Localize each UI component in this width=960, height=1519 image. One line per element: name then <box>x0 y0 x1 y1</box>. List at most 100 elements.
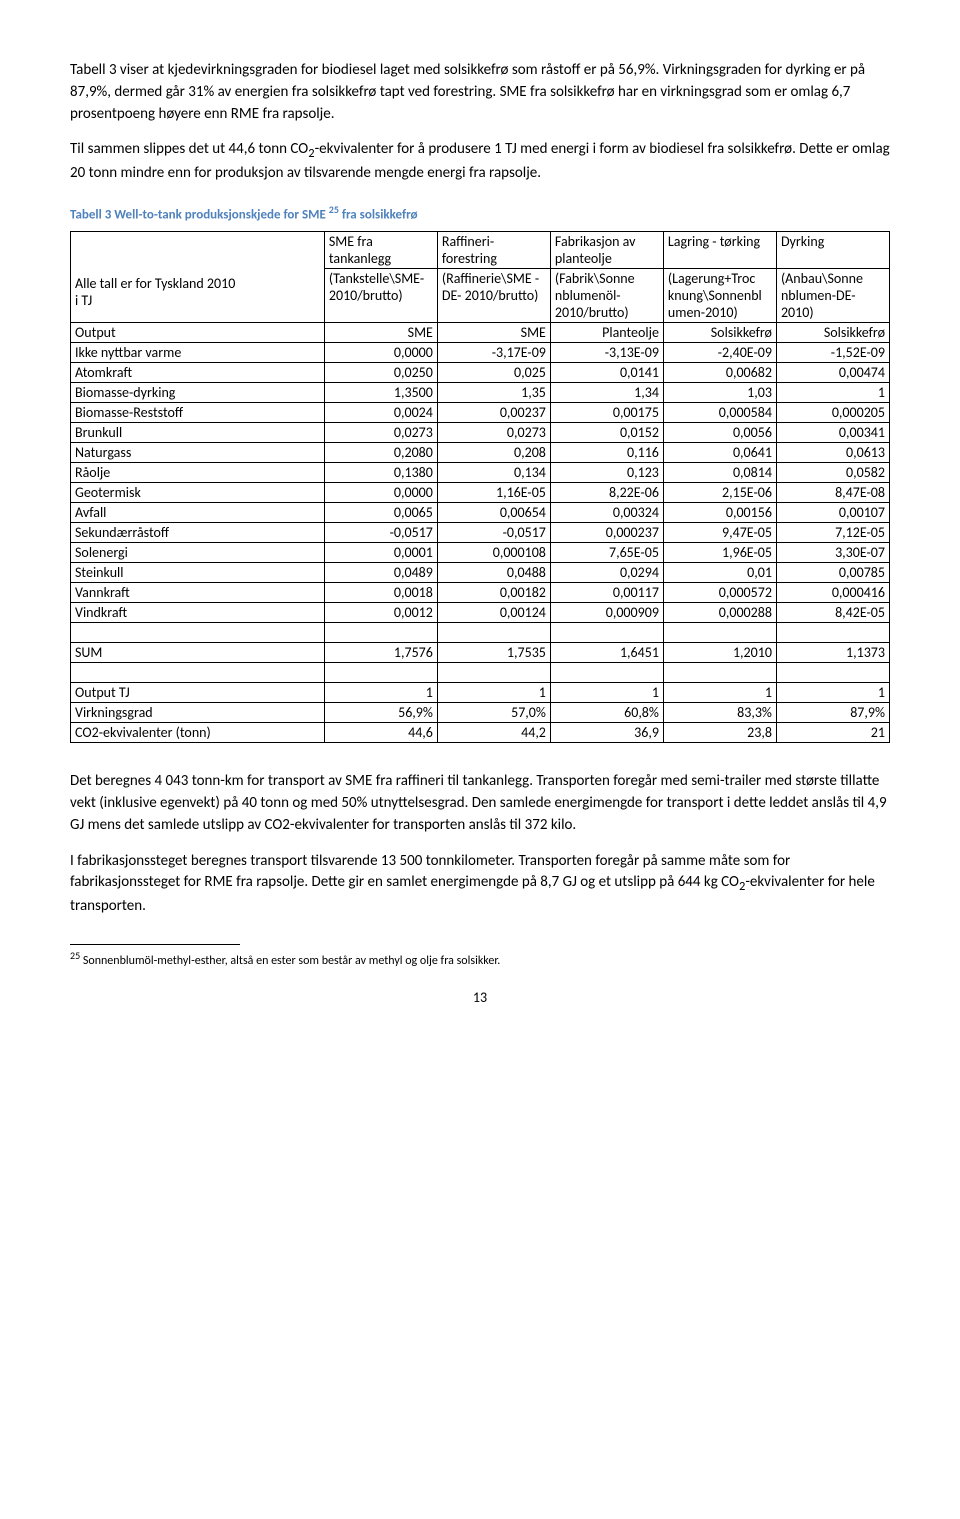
table-cell: Output <box>71 323 325 343</box>
table-cell: 0,0024 <box>324 403 437 423</box>
table-cell: 0,0613 <box>776 443 889 463</box>
table-row: Biomasse-dyrking1,35001,351,341,031 <box>71 383 890 403</box>
paragraph-1b: Til sammen slippes det ut 44,6 tonn CO2-… <box>70 139 890 185</box>
table-cell: 0,0641 <box>663 443 776 463</box>
paragraph-2: Det beregnes 4 043 tonn-km for transport… <box>70 771 890 836</box>
table-cell: 0,0489 <box>324 563 437 583</box>
hdr-col-1: SME fra tankanlegg <box>324 232 437 269</box>
table-row: Naturgass0,20800,2080,1160,06410,0613 <box>71 443 890 463</box>
table-cell: 0,000572 <box>663 583 776 603</box>
table-cell: 1,34 <box>550 383 663 403</box>
table-row: Atomkraft0,02500,0250,01410,006820,00474 <box>71 363 890 383</box>
table-cell: 0,000416 <box>776 583 889 603</box>
table-cell: Brunkull <box>71 423 325 443</box>
table-cell: -2,40E-09 <box>663 343 776 363</box>
sub-col-3: (Fabrik\Sonne nblumenöl- 2010/brutto) <box>550 269 663 323</box>
table-cell: Biomasse-dyrking <box>71 383 325 403</box>
table-cell: 21 <box>776 723 889 743</box>
table-cell: 0,0018 <box>324 583 437 603</box>
table-row: Råolje0,13800,1340,1230,08140,0582 <box>71 463 890 483</box>
table-cell: 0,000584 <box>663 403 776 423</box>
table-cell: SME <box>437 323 550 343</box>
table-row: Virkningsgrad56,9%57,0%60,8%83,3%87,9% <box>71 703 890 723</box>
table-cell: 1,35 <box>437 383 550 403</box>
table-cell: 0,000205 <box>776 403 889 423</box>
table-cell: Solsikkefrø <box>663 323 776 343</box>
table-cell: 0,000288 <box>663 603 776 623</box>
table-cell: Atomkraft <box>71 363 325 383</box>
table-cell: 1,6451 <box>550 643 663 663</box>
hdr-col-3: Fabrikasjon av planteolje <box>550 232 663 269</box>
table-cell: Ikke nyttbar varme <box>71 343 325 363</box>
table-cell: 0,0056 <box>663 423 776 443</box>
table-cell: 60,8% <box>550 703 663 723</box>
table-cell: 1 <box>663 683 776 703</box>
table-cell: 87,9% <box>776 703 889 723</box>
table-cell <box>663 663 776 683</box>
table-cell: 0,0152 <box>550 423 663 443</box>
table-row: OutputSMESMEPlanteoljeSolsikkefrøSolsikk… <box>71 323 890 343</box>
table-row: Ikke nyttbar varme0,0000-3,17E-09-3,13E-… <box>71 343 890 363</box>
table-cell: 1 <box>776 683 889 703</box>
table-cell: Solsikkefrø <box>776 323 889 343</box>
table-cell: Sekundærråstoff <box>71 523 325 543</box>
table-cell: 0,0000 <box>324 483 437 503</box>
table-cell: 0,0814 <box>663 463 776 483</box>
table-cell: Råolje <box>71 463 325 483</box>
table-cell: 0,000909 <box>550 603 663 623</box>
footnote-text: Sonnenblumöl-methyl-esther, altså en est… <box>80 954 500 968</box>
table-cell: 1,16E-05 <box>437 483 550 503</box>
table-row: Output TJ11111 <box>71 683 890 703</box>
table-cell: 0,00107 <box>776 503 889 523</box>
table-cell: 0,0250 <box>324 363 437 383</box>
caption-a: Tabell 3 Well-to-tank produksjonskjede f… <box>70 207 329 222</box>
table-cell: 0,000108 <box>437 543 550 563</box>
table-caption: Tabell 3 Well-to-tank produksjonskjede f… <box>70 203 890 225</box>
hdr-col-4: Lagring - tørking <box>663 232 776 269</box>
table-cell: 36,9 <box>550 723 663 743</box>
table-row: Vannkraft0,00180,001820,001170,0005720,0… <box>71 583 890 603</box>
table-cell: Avfall <box>71 503 325 523</box>
table-cell: 0,00341 <box>776 423 889 443</box>
hdr-col-5: Dyrking <box>776 232 889 269</box>
table-cell: 0,0294 <box>550 563 663 583</box>
table-cell: Planteolje <box>550 323 663 343</box>
footnote: 25 Sonnenblumöl-methyl-esther, altså en … <box>70 949 890 970</box>
caption-sup: 25 <box>329 203 339 216</box>
table-row <box>71 663 890 683</box>
table-row: SUM1,75761,75351,64511,20101,1373 <box>71 643 890 663</box>
table-cell: Vannkraft <box>71 583 325 603</box>
table-cell: -3,17E-09 <box>437 343 550 363</box>
table-row: Solenergi0,00010,0001087,65E-051,96E-053… <box>71 543 890 563</box>
table-cell: 0,000237 <box>550 523 663 543</box>
table-cell: SME <box>324 323 437 343</box>
sme-table: Alle tall er for Tyskland 2010 i TJ SME … <box>70 231 890 743</box>
table-cell <box>71 623 325 643</box>
table-cell: 0,00117 <box>550 583 663 603</box>
table-cell: Virkningsgrad <box>71 703 325 723</box>
table-row: Avfall0,00650,006540,003240,001560,00107 <box>71 503 890 523</box>
table-row: CO2-ekvivalenter (tonn)44,644,236,923,82… <box>71 723 890 743</box>
table-cell: Vindkraft <box>71 603 325 623</box>
paragraph-3: I fabrikasjonssteget beregnes transport … <box>70 851 890 919</box>
table-cell: -0,0517 <box>437 523 550 543</box>
table-cell: 0,01 <box>663 563 776 583</box>
table-cell <box>776 663 889 683</box>
table-cell: Geotermisk <box>71 483 325 503</box>
p1b-a: Til sammen slippes det ut 44,6 tonn CO <box>70 140 308 158</box>
table-cell: 44,6 <box>324 723 437 743</box>
table-cell: CO2-ekvivalenter (tonn) <box>71 723 325 743</box>
table-cell: 0,123 <box>550 463 663 483</box>
table-cell: 2,15E-06 <box>663 483 776 503</box>
table-cell: 1,7576 <box>324 643 437 663</box>
table-cell: 0,0065 <box>324 503 437 523</box>
table-cell: Naturgass <box>71 443 325 463</box>
table-cell: -3,13E-09 <box>550 343 663 363</box>
table-cell: 0,208 <box>437 443 550 463</box>
table-row: Sekundærråstoff-0,0517-0,05170,0002379,4… <box>71 523 890 543</box>
sub-col-5: (Anbau\Sonne nblumen-DE- 2010) <box>776 269 889 323</box>
table-cell: 0,00175 <box>550 403 663 423</box>
table-cell: 0,0012 <box>324 603 437 623</box>
table-cell <box>437 663 550 683</box>
table-cell <box>663 623 776 643</box>
